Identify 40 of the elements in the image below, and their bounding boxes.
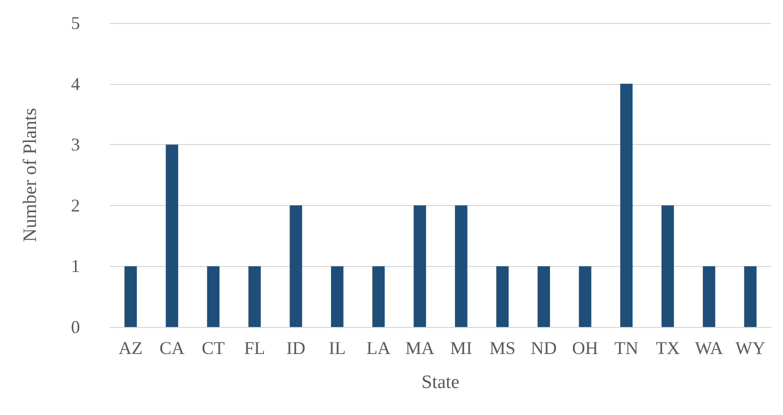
- bar: [207, 266, 220, 327]
- bar: [744, 266, 757, 327]
- x-tick-label: ID: [286, 338, 306, 358]
- bar: [496, 266, 509, 327]
- y-tick-label: 5: [71, 13, 80, 33]
- bar: [414, 205, 426, 327]
- bar: [248, 266, 261, 327]
- x-tick-label: MI: [450, 338, 472, 358]
- bar: [124, 266, 137, 327]
- x-tick-label: CT: [202, 338, 225, 358]
- x-tick-label: LA: [366, 338, 391, 358]
- y-tick-label: 1: [71, 256, 80, 276]
- bar: [166, 144, 178, 327]
- x-axis-title: State: [422, 372, 460, 393]
- bar: [578, 266, 592, 327]
- x-tick-label: CA: [159, 338, 184, 358]
- x-tick-label: WA: [695, 338, 724, 358]
- bar: [620, 84, 633, 327]
- x-tick-label: IL: [328, 338, 346, 358]
- x-tick-label: TX: [656, 338, 680, 358]
- x-tick-label: MS: [489, 338, 516, 358]
- bar: [290, 205, 302, 327]
- x-tick-label: MA: [405, 338, 434, 358]
- x-tick-label: TN: [614, 338, 638, 358]
- y-tick-label: 2: [71, 195, 80, 216]
- bar: [538, 266, 550, 327]
- x-tick-label: WY: [735, 338, 766, 358]
- bar: [662, 205, 674, 327]
- bar: [331, 266, 344, 327]
- bar: [702, 266, 716, 327]
- x-tick-label: ND: [530, 338, 557, 358]
- x-tick-label: FL: [244, 338, 266, 358]
- x-tick-label: OH: [572, 338, 598, 358]
- y-axis-title: Number of Plants: [20, 108, 41, 242]
- y-tick-label: 4: [71, 74, 80, 94]
- bar: [372, 266, 385, 327]
- y-tick-label: 3: [71, 134, 80, 155]
- x-tick-label: AZ: [118, 338, 143, 358]
- y-tick-label: 0: [71, 317, 80, 337]
- bar: [454, 205, 468, 327]
